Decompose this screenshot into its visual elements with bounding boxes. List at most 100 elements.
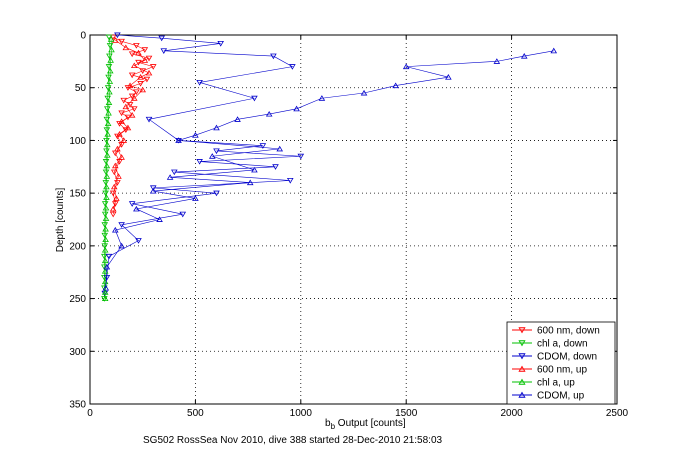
x-tick-label: 500 [187,408,204,419]
y-axis-label: Depth [counts] [55,188,66,253]
y-tick-label: 150 [69,189,86,200]
data-point [103,141,111,148]
data-point [234,116,241,122]
data-point [106,78,114,84]
data-point [110,183,118,190]
data-point [272,164,279,170]
x-axis: 0 500 1000 1500 2000 2500 [87,35,629,419]
data-point [149,187,157,194]
data-point [143,76,151,83]
data-point [286,178,294,184]
data-point [265,110,273,117]
data-point [109,205,117,212]
data-point [104,120,112,127]
data-point [122,44,130,51]
legend-marker [518,391,526,398]
x-axis-label: bb Output [counts] [325,418,406,431]
data-point [103,152,111,158]
data-point [196,79,203,86]
data-point [130,95,138,101]
x-tick-label: 2500 [606,408,629,419]
data-point [318,95,326,101]
data-point [251,166,258,173]
data-point [103,162,111,169]
data-point [128,72,136,79]
data-point [101,253,108,260]
data-point [109,211,117,218]
data-point [135,49,142,56]
data-point [103,173,111,179]
data-point [101,243,109,249]
x-tick-label: 0 [87,408,93,419]
data-point [133,205,140,212]
data-point [179,211,187,218]
series-600-nm-up [109,37,153,212]
data-point [128,93,136,100]
data-point [139,68,146,74]
data-point [109,190,117,197]
data-point [297,153,305,160]
data-point [103,183,110,190]
data-point [213,124,220,131]
data-point [550,47,558,54]
series-cdom-up [102,47,558,291]
y-tick-label: 250 [69,294,86,305]
data-point [105,34,113,41]
data-point [107,57,114,63]
data-point [149,64,157,70]
y-tick-label: 100 [69,136,86,147]
series-line [104,34,301,294]
legend-label: CDOM, up [537,391,585,402]
data-point [196,159,203,165]
data-point [137,81,144,87]
figure-caption: SG502 RossSea Nov 2010, dive 388 started… [143,435,443,446]
data-point [111,162,119,169]
legend-marker [518,327,526,334]
data-point [126,82,134,89]
data-point [114,145,121,152]
data-point [141,57,149,63]
y-tick-label: 350 [69,400,86,411]
data-point [102,180,110,186]
data-point [118,38,125,45]
data-point [217,40,224,47]
data-point [101,257,109,264]
legend-marker [518,365,526,372]
data-point [101,295,109,302]
y-tick-label: 200 [69,241,86,252]
legend-marker [518,378,526,385]
series-layer [101,32,558,302]
data-point [208,153,216,159]
y-tick-label: 50 [75,83,87,94]
data-point [445,74,452,80]
grid [90,35,617,404]
data-point [276,145,284,152]
legend-label: 600 nm, up [537,365,587,376]
data-point [246,179,254,186]
legend-box [506,321,616,405]
data-point [118,222,125,228]
data-point [105,253,113,260]
data-point [105,99,113,105]
data-point [392,82,399,89]
legend-label: 600 nm, down [537,326,600,337]
data-point [101,289,109,295]
data-point [101,296,108,302]
data-point [493,58,501,64]
legend-label: CDOM, down [537,352,597,363]
data-point [120,137,128,143]
data-point [145,69,153,76]
y-tick-label: 300 [69,347,86,358]
data-point [192,195,199,201]
data-point [135,238,142,244]
data-point [102,169,110,176]
data-point [145,55,153,62]
data-point [102,284,110,291]
data-point [103,148,110,155]
data-point [103,275,111,281]
data-point [192,132,199,138]
data-point [160,48,168,54]
data-point [118,110,125,117]
x-tick-label: 1000 [290,408,313,419]
